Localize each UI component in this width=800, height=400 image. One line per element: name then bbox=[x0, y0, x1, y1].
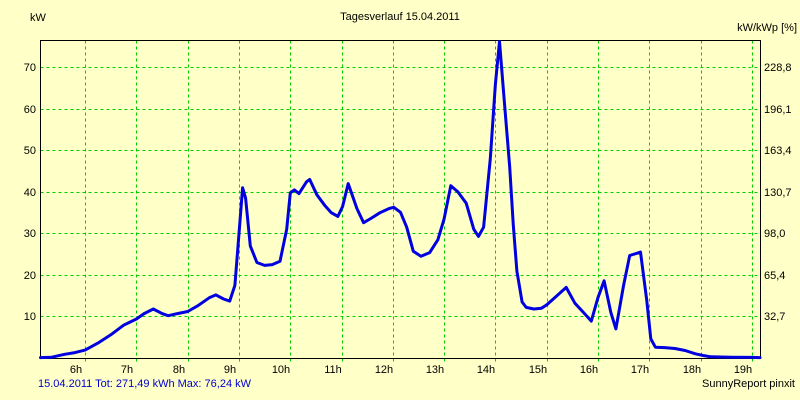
x-axis-hour-label: 19h bbox=[734, 364, 752, 376]
power-curve bbox=[39, 40, 762, 360]
x-axis-hour-label: 15h bbox=[529, 364, 547, 376]
x-axis-hour-label: 18h bbox=[683, 364, 701, 376]
x-axis-hour-label: 9h bbox=[224, 364, 236, 376]
left-axis-tick-label: 10 bbox=[24, 311, 36, 323]
x-axis-hour-label: 14h bbox=[477, 364, 495, 376]
chart-title: Tagesverlauf 15.04.2011 bbox=[340, 11, 460, 23]
status-summary-text: 15.04.2011 Tot: 271,49 kWh Max: 76,24 kW bbox=[38, 378, 251, 390]
right-axis-unit-label: kW/kWp [%] bbox=[737, 22, 797, 34]
right-axis-tick-label: 32,7 bbox=[764, 311, 785, 323]
x-axis-hour-label: 10h bbox=[272, 364, 290, 376]
grid-layer bbox=[40, 40, 761, 362]
left-axis-tick-label: 50 bbox=[24, 145, 36, 157]
left-axis-tick-label: 70 bbox=[24, 62, 36, 74]
x-axis-hour-label: 12h bbox=[375, 364, 393, 376]
x-axis-hour-label: 6h bbox=[70, 364, 82, 376]
left-axis-tick-label: 30 bbox=[24, 228, 36, 240]
credit-text: SunnyReport pinxit bbox=[702, 378, 795, 390]
right-axis-tick-label: 65,4 bbox=[764, 270, 785, 282]
left-axis-tick-label: 60 bbox=[24, 104, 36, 116]
x-axis-hour-label: 8h bbox=[173, 364, 185, 376]
x-axis-hour-label: 11h bbox=[324, 364, 342, 376]
x-axis-hour-label: 16h bbox=[580, 364, 598, 376]
x-axis-hour-label: 17h bbox=[631, 364, 649, 376]
right-axis-tick-label: 130,7 bbox=[764, 187, 792, 199]
x-axis-hour-label: 13h bbox=[426, 364, 444, 376]
right-axis-tick-label: 98,0 bbox=[764, 228, 785, 240]
right-axis-tick-label: 228,8 bbox=[764, 62, 792, 74]
left-axis-tick-label: 20 bbox=[24, 270, 36, 282]
right-axis-tick-label: 196,1 bbox=[764, 104, 792, 116]
plot-border bbox=[40, 40, 761, 359]
left-axis-unit-label: kW bbox=[30, 12, 46, 24]
x-axis-hour-label: 7h bbox=[121, 364, 133, 376]
left-axis-tick-label: 40 bbox=[24, 187, 36, 199]
right-axis-tick-label: 163,4 bbox=[764, 145, 792, 157]
